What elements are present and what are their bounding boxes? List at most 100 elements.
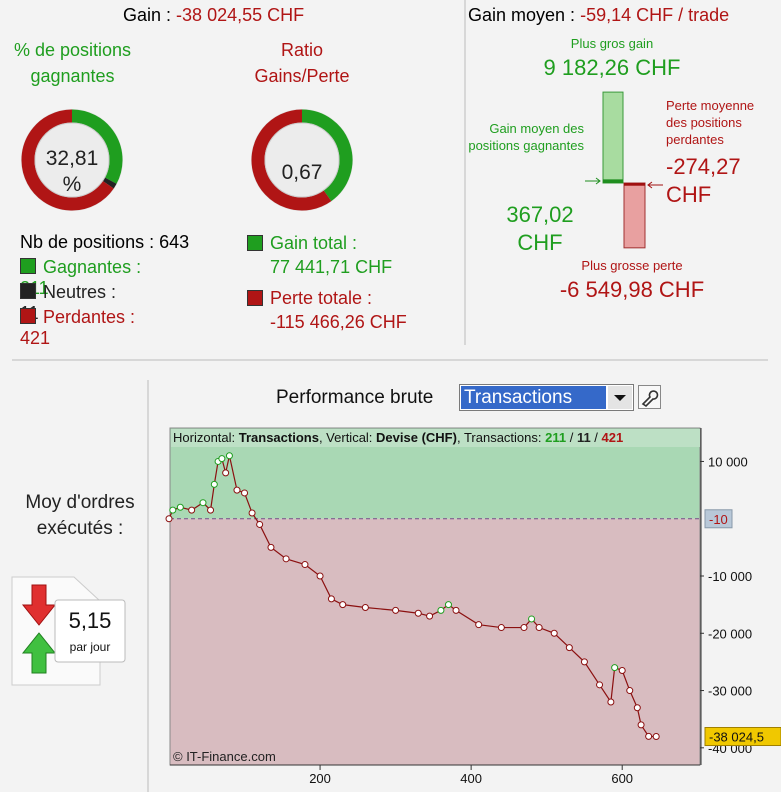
legend-square — [20, 283, 36, 299]
last-label: -38 024,5 — [709, 730, 764, 745]
trade-point — [444, 601, 452, 609]
trade-point — [520, 624, 528, 632]
ratio-title: Ratio Gains/Perte — [254, 40, 350, 86]
chart-header-bg — [171, 429, 700, 447]
orders-label: Moy d'ordres exécutés : — [25, 492, 135, 539]
trade-point — [528, 615, 536, 623]
trade-point — [248, 509, 256, 517]
header-count: 211 — [545, 430, 567, 445]
header-count: 11 — [576, 430, 591, 445]
donut-center — [264, 122, 340, 198]
copyright: © IT-Finance.com — [173, 749, 276, 764]
donut-segment — [71, 109, 123, 184]
trade-point — [256, 520, 264, 528]
trade-point — [207, 506, 215, 514]
baseline-tag — [704, 509, 733, 529]
trade-point — [218, 455, 226, 463]
separator: / — [566, 430, 577, 445]
trade-point — [327, 595, 335, 603]
x-tick-label: 400 — [460, 771, 482, 786]
trade-point — [437, 606, 445, 614]
y-tick-label: 10 000 — [708, 454, 748, 469]
avg-label: Gain moyen : — [468, 5, 576, 25]
trade-point — [267, 543, 275, 551]
position-row: Perdantes : 421 — [20, 307, 135, 349]
trade-point — [550, 629, 558, 637]
donut-segment — [301, 109, 353, 202]
avg-gain-value: 367,02 CHF — [506, 202, 574, 255]
chart-header: Horizontal: Transactions, Vertical: Devi… — [173, 430, 623, 445]
arrow-down — [21, 584, 57, 626]
max-gain-bar — [602, 91, 624, 184]
trade-point — [475, 621, 483, 629]
arrow — [614, 395, 626, 401]
trade-point — [316, 572, 324, 580]
trade-point — [165, 515, 173, 523]
positions-count: 643 — [159, 232, 190, 252]
trade-point — [225, 452, 233, 460]
orders-unit: par jour — [69, 640, 111, 654]
pointer — [647, 181, 663, 189]
header-part: Devise (CHF) — [376, 430, 457, 445]
ratio-value: 0,67 — [281, 161, 323, 184]
max-loss-value: -6 549,98 CHF — [559, 277, 705, 302]
y-tick-label: -10 000 — [708, 569, 752, 584]
legend-square — [247, 290, 263, 306]
trade-point — [188, 506, 196, 514]
last-tag — [704, 727, 781, 747]
max-gain-value: 9 182,26 CHF — [543, 55, 681, 80]
trade-point — [637, 721, 645, 729]
value-box — [54, 599, 126, 663]
trade-point — [645, 732, 653, 740]
avg-value: -59,14 CHF / trade — [580, 5, 730, 25]
trade-point — [535, 624, 543, 632]
header-part: Horizontal: — [173, 430, 239, 445]
gain-header: Gain : -38 024,55 CHF — [123, 5, 304, 26]
legend-square — [247, 235, 263, 251]
wrench — [641, 390, 659, 408]
loss-zone — [170, 518, 700, 765]
gain-label: Gain : — [123, 5, 172, 25]
header-part: , Vertical: — [318, 430, 377, 445]
header-part: Transactions — [238, 430, 319, 445]
donut-segment — [102, 177, 117, 189]
trade-point — [565, 644, 573, 652]
arrow-up — [21, 632, 57, 674]
trade-point — [611, 664, 619, 672]
baseline-label: -10 — [709, 512, 728, 527]
x-tick-label: 200 — [309, 771, 331, 786]
settings-button[interactable] — [638, 385, 661, 409]
total-value: -115 466,26 CHF — [270, 312, 407, 332]
max-gain-label: Plus gros gain — [570, 36, 654, 51]
y-tick-label: -20 000 — [708, 626, 752, 641]
trade-point — [301, 561, 309, 569]
gain-value: -38 024,55 CHF — [176, 5, 305, 25]
total-label: Perte totale : — [270, 288, 373, 308]
header-count: 421 — [601, 430, 624, 445]
position-count: 421 — [20, 328, 51, 348]
trade-point — [633, 704, 641, 712]
trade-point — [169, 506, 177, 514]
avg-gain-label: Gain moyen des positions gagnantes — [468, 121, 584, 153]
trade-point — [199, 499, 207, 507]
selector[interactable]: Transactions — [459, 384, 634, 411]
avg-loss-label: Perte moyenne des positions perdantes — [666, 98, 755, 147]
trade-point — [580, 658, 588, 666]
pointer — [585, 177, 601, 185]
trade-point — [414, 609, 422, 617]
max-loss-label: Plus grosse perte — [581, 258, 683, 273]
trade-point — [392, 606, 400, 614]
positions-label: Nb de positions : — [20, 232, 155, 252]
dropdown-button[interactable] — [608, 386, 632, 409]
trade-point — [497, 624, 505, 632]
legend-square — [20, 308, 36, 324]
trade-point — [626, 687, 634, 695]
header-part: , Transactions: — [456, 430, 546, 445]
separator: / — [590, 430, 602, 445]
trade-point — [339, 601, 347, 609]
positions-total: Nb de positions : 643 — [20, 232, 189, 253]
trade-point — [361, 604, 369, 611]
donut-segment — [21, 109, 114, 211]
